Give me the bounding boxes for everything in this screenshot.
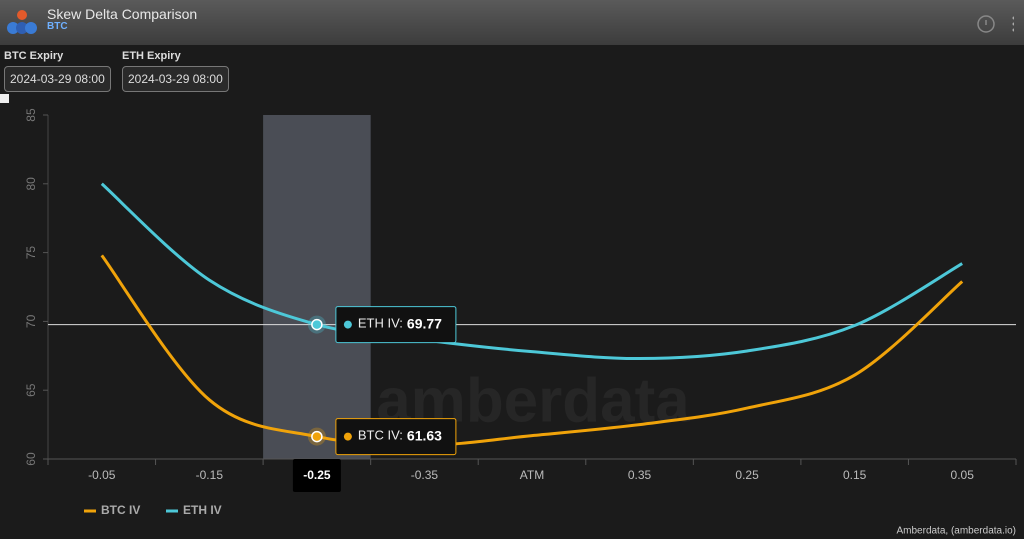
tooltip-value: 61.63 <box>407 427 442 443</box>
x-tick-label: -0.25 <box>303 468 331 482</box>
control-label: ETH Expiry <box>122 50 181 62</box>
legend-label: BTC IV <box>101 503 140 517</box>
date-input[interactable]: 2024-03-29 08:00 <box>4 66 111 92</box>
tooltip-value: 69.77 <box>407 315 442 331</box>
control-label: BTC Expiry <box>4 50 64 62</box>
credit: Amberdata, (amberdata.io) <box>896 526 1016 537</box>
tooltip-label: ETH IV: <box>358 316 403 331</box>
date-input[interactable]: 2024-03-29 08:00 <box>122 66 229 92</box>
x-tick-label: -0.35 <box>411 468 439 482</box>
subtitle: BTC <box>47 21 68 32</box>
point <box>311 430 323 443</box>
tooltip-dot <box>343 432 352 441</box>
highlight-band <box>263 115 371 459</box>
legend-label: ETH IV <box>183 503 222 517</box>
tooltip-box <box>335 306 457 344</box>
x-tick-label: 0.05 <box>951 468 975 482</box>
btc-expiry: BTC Expiry 2024-03-29 08:00 <box>4 50 111 92</box>
title: Skew Delta Comparison <box>47 6 198 22</box>
expand-toggle[interactable] <box>0 94 9 103</box>
y-tick-label: 85 <box>24 108 38 122</box>
x-tick-label: 0.25 <box>735 468 759 482</box>
series-line <box>100 182 963 361</box>
y-tick-label: 70 <box>24 314 38 328</box>
y-tick-label: 80 <box>24 177 38 191</box>
y-tick-label: 75 <box>24 246 38 260</box>
y-tick-label: 65 <box>24 383 38 397</box>
tooltip-dot <box>343 320 352 329</box>
x-tick-label: -0.05 <box>88 468 116 482</box>
series-line <box>100 254 964 447</box>
tooltip-text: ETH IV: 69.77 <box>358 315 442 331</box>
tooltip-label: BTC IV: <box>358 428 403 443</box>
x-tick-label: 0.15 <box>843 468 867 482</box>
y-tick-label: 60 <box>24 452 38 466</box>
point <box>311 318 323 331</box>
header: Skew Delta Comparison BTC <box>0 0 1024 45</box>
x-label-box <box>292 459 341 492</box>
x-tick-label: ATM <box>520 468 544 482</box>
logo <box>7 10 37 34</box>
x-tick-label: 0.35 <box>628 468 652 482</box>
tooltip-box <box>335 418 457 456</box>
tooltip: BTC IV: 61.63 <box>335 418 457 456</box>
tooltip: ETH IV: 69.77 <box>335 306 457 344</box>
tooltip-text: BTC IV: 61.63 <box>358 427 442 443</box>
eth-expiry: ETH Expiry 2024-03-29 08:00 <box>122 50 229 92</box>
header-icons[interactable] <box>974 12 1014 36</box>
x-tick-label: -0.15 <box>196 468 224 482</box>
